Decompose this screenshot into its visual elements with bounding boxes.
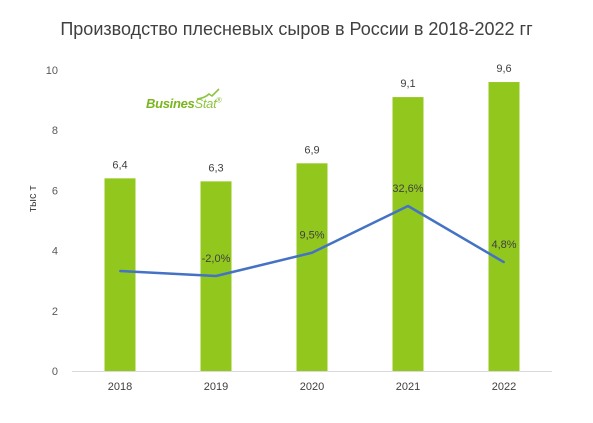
y-tick-label: 0 [52,366,58,378]
growth-point [407,205,409,207]
growth-point [503,261,505,264]
x-tick-label: 2022 [492,381,516,393]
chart-title: Производство плесневых сыров в России в … [60,19,533,39]
x-tick-label: 2020 [300,381,324,393]
x-tick-label: 2021 [396,381,420,393]
x-tick-label: 2018 [108,381,132,393]
bar [104,178,136,371]
bar-value-label: 9,6 [496,63,511,75]
bar [488,82,520,371]
x-tick-label: 2019 [204,381,228,393]
bar-value-label: 6,3 [208,162,223,174]
y-tick-label: 8 [52,125,58,137]
growth-point [311,251,313,254]
growth-label: 9,5% [299,230,324,242]
y-tick-label: 4 [52,246,58,258]
logo-registered-mark: ® [216,97,222,105]
y-tick-label: 10 [46,65,58,77]
growth-label: 32,6% [392,183,423,195]
growth-point [119,270,121,272]
bar-value-label: 6,9 [304,144,319,156]
growth-point [215,275,217,277]
growth-label: 4,8% [491,239,516,251]
y-tick-label: 6 [52,185,58,197]
logo-brand: Busines [146,96,195,111]
bar [296,163,328,371]
logo-swoosh-icon [196,88,220,100]
bar-value-label: 9,1 [400,78,415,90]
bar [392,97,424,371]
bar-value-label: 6,4 [112,159,127,171]
logo-brand-suffix: Stat [194,96,217,111]
growth-label: -2,0% [202,253,231,265]
y-tick-label: 2 [52,306,58,318]
businessstat-logo: BusinesStat® [146,88,222,111]
